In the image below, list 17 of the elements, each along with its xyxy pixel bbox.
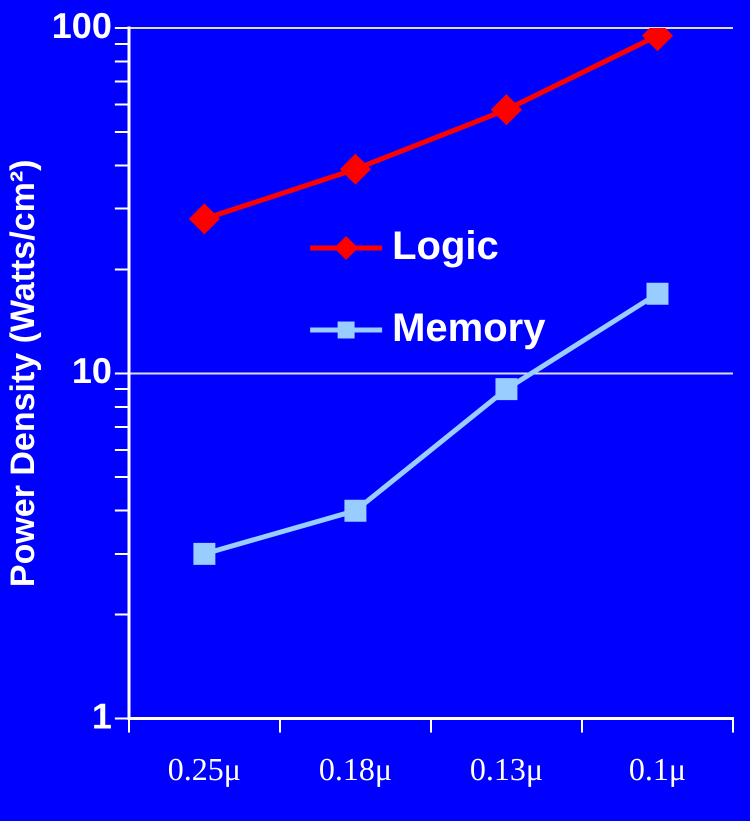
x-tick-label: 0.13μ	[470, 751, 544, 788]
point	[340, 154, 370, 184]
legend-label: Logic	[392, 224, 499, 268]
point	[190, 204, 219, 234]
point	[492, 95, 521, 124]
x-tick-label: 0.1μ	[628, 751, 686, 788]
point	[495, 378, 518, 400]
y-axis-title: Power Density (Watts/cm²)	[4, 160, 42, 588]
y-tick-label: 1	[92, 696, 112, 737]
point	[646, 282, 668, 305]
legend-label: Memory	[392, 306, 546, 350]
y-tick-label: 100	[52, 4, 112, 46]
point	[193, 542, 216, 565]
x-tick-label: 0.25μ	[168, 751, 241, 788]
point	[344, 500, 366, 522]
x-tick-label: 0.18μ	[318, 751, 392, 788]
y-tick-label: 10	[72, 350, 112, 392]
